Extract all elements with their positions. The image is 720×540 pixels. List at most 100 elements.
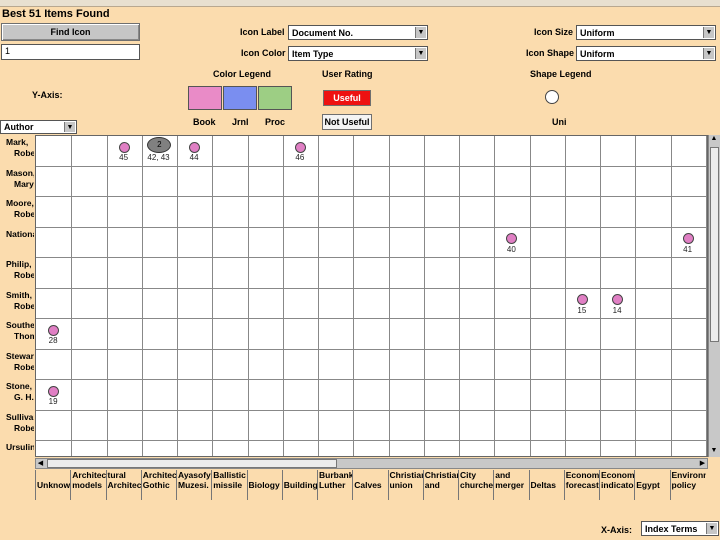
column-label-line1: tural (107, 470, 126, 480)
row-label[interactable]: Mark, Robe (0, 137, 34, 164)
column-label[interactable]: Architecture,Gothic (140, 470, 177, 500)
cluster-point[interactable]: 2 (147, 137, 172, 153)
document-point[interactable] (576, 294, 588, 305)
shape-legend-title: Shape Legend (530, 69, 592, 79)
row-label-line2: Robe (14, 148, 34, 158)
icon-shape-caption: Icon Shape (526, 48, 575, 58)
row-label-line2: Thom (14, 331, 34, 341)
icon-shape-value: Uniform (580, 49, 615, 59)
document-point[interactable] (48, 385, 60, 397)
y-axis-label: Y-Axis: (32, 90, 63, 100)
column-label-line2: churches (460, 480, 495, 490)
x-axis-select[interactable]: Index Terms ▼ (641, 521, 719, 536)
vertical-scrollbar[interactable]: ▲ ▼ (708, 135, 720, 457)
column-label[interactable]: Deltas (528, 470, 565, 500)
icon-shape-dropdown-arrow-icon[interactable]: ▼ (703, 48, 714, 59)
column-label[interactable]: Ayasofya Muzesi. (176, 470, 212, 500)
column-label[interactable]: Biology (246, 470, 283, 500)
column-label[interactable]: Economicforecasting (563, 470, 600, 500)
not-useful-button[interactable]: Not Useful (322, 114, 372, 130)
document-point[interactable] (294, 141, 306, 153)
column-label[interactable]: Egypt (634, 470, 670, 500)
column-label-line1: Egypt (636, 480, 660, 490)
column-label[interactable]: Economicindicators (599, 470, 635, 500)
x-axis-label: X-Axis: (601, 525, 633, 535)
column-label-line1: Economic (601, 470, 635, 480)
icon-size-select[interactable]: Uniform ▼ (576, 25, 716, 40)
row-label-line1: Nationa (6, 228, 34, 239)
column-label[interactable]: Christianityand (422, 470, 459, 500)
column-label[interactable]: Christian union (387, 470, 424, 500)
icon-size-value: Uniform (580, 28, 615, 38)
column-label[interactable]: Calves (352, 470, 388, 500)
x-axis-dropdown-arrow-icon[interactable]: ▼ (706, 523, 717, 534)
row-label-line2: Robe (14, 422, 34, 433)
column-label[interactable]: Environmpolicy (669, 470, 706, 500)
column-label-line1: Christian (389, 470, 424, 480)
row-label[interactable]: Smith, Robe (0, 289, 34, 316)
row-label[interactable]: Ursulin (0, 442, 34, 469)
document-point[interactable] (48, 324, 60, 336)
column-label-line1: Architectural (72, 470, 107, 480)
document-point-label: 19 (48, 397, 58, 406)
row-label[interactable]: Southe Thom (0, 320, 34, 347)
row-label[interactable]: Stewar Robe (0, 350, 34, 377)
find-icon-input[interactable]: 1 (1, 44, 140, 60)
grid-row-line (36, 409, 707, 411)
row-label-line1: Moore, (6, 198, 34, 208)
horizontal-scrollbar[interactable]: ◀ ▶ (35, 458, 708, 469)
document-point[interactable] (189, 141, 201, 153)
column-label[interactable]: City churches (458, 470, 494, 500)
scroll-down-arrow-icon[interactable]: ▼ (710, 447, 718, 454)
row-label[interactable]: Moore, Robe (0, 198, 34, 225)
column-label-line2: Luther (319, 480, 346, 490)
column-label-line2: merger (495, 480, 525, 490)
useful-button[interactable]: Useful (323, 90, 371, 106)
document-point[interactable] (682, 233, 694, 244)
grid-column-line (388, 136, 390, 456)
column-label[interactable]: and merger (493, 470, 529, 500)
results-title: Best 51 Items Found (2, 8, 110, 20)
color-legend-title: Color Legend (213, 69, 271, 79)
document-point[interactable] (506, 233, 518, 244)
document-point[interactable] (612, 294, 624, 305)
horizontal-scroll-thumb[interactable] (47, 459, 337, 468)
column-label[interactable]: Ballistic missile (211, 470, 247, 500)
y-axis-select[interactable]: Author ▼ (0, 120, 77, 134)
column-label[interactable]: turalArchitecture (105, 470, 142, 500)
column-label-line1: Burbank, (319, 470, 354, 480)
row-label[interactable]: Mason, Mary (0, 167, 34, 194)
y-axis-dropdown-arrow-icon[interactable]: ▼ (64, 122, 75, 132)
row-label-line1: Smith, (6, 289, 32, 300)
row-label[interactable]: Nationa (0, 228, 34, 255)
scatter-grid[interactable]: 45 44 46 40 41 15 14 28 19 2 42, 43 (35, 135, 708, 457)
column-label[interactable]: Unknown (35, 470, 71, 500)
icon-color-select[interactable]: Item Type ▼ (288, 46, 428, 61)
icon-size-caption: Icon Size (534, 27, 574, 37)
legend-swatch-jrnl (223, 86, 257, 110)
row-label-line2: Mary (14, 178, 34, 189)
column-label-line2: forecasting (565, 480, 600, 490)
icon-size-dropdown-arrow-icon[interactable]: ▼ (703, 27, 714, 38)
icon-label-dropdown-arrow-icon[interactable]: ▼ (415, 27, 426, 38)
row-label[interactable]: SullivanRobe (0, 411, 34, 438)
find-icon-button[interactable]: Find Icon (1, 23, 140, 41)
column-label[interactable]: Architecturalmodels (70, 470, 107, 500)
icon-color-dropdown-arrow-icon[interactable]: ▼ (415, 48, 426, 59)
icon-shape-select[interactable]: Uniform ▼ (576, 46, 716, 61)
column-label[interactable]: Burbank, Luther (317, 470, 353, 500)
document-point[interactable] (118, 141, 130, 153)
vertical-scroll-thumb[interactable] (710, 147, 719, 342)
row-label[interactable]: Philip, Robe (0, 259, 34, 286)
icon-label-select[interactable]: Document No. ▼ (288, 25, 428, 40)
scroll-left-arrow-icon[interactable]: ◀ (37, 460, 44, 467)
grid-row-line (36, 379, 707, 380)
icon-label-caption: Icon Label (240, 27, 285, 37)
scroll-right-arrow-icon[interactable]: ▶ (699, 460, 706, 467)
row-label-line1: Stone, (6, 381, 32, 391)
column-label[interactable]: Building (281, 470, 318, 500)
row-label-line1: Ursulin (6, 442, 34, 452)
scroll-up-arrow-icon[interactable]: ▲ (710, 135, 718, 142)
column-label-line2: Muzesi. (178, 480, 209, 490)
row-label[interactable]: Stone, G. H. (0, 381, 34, 408)
